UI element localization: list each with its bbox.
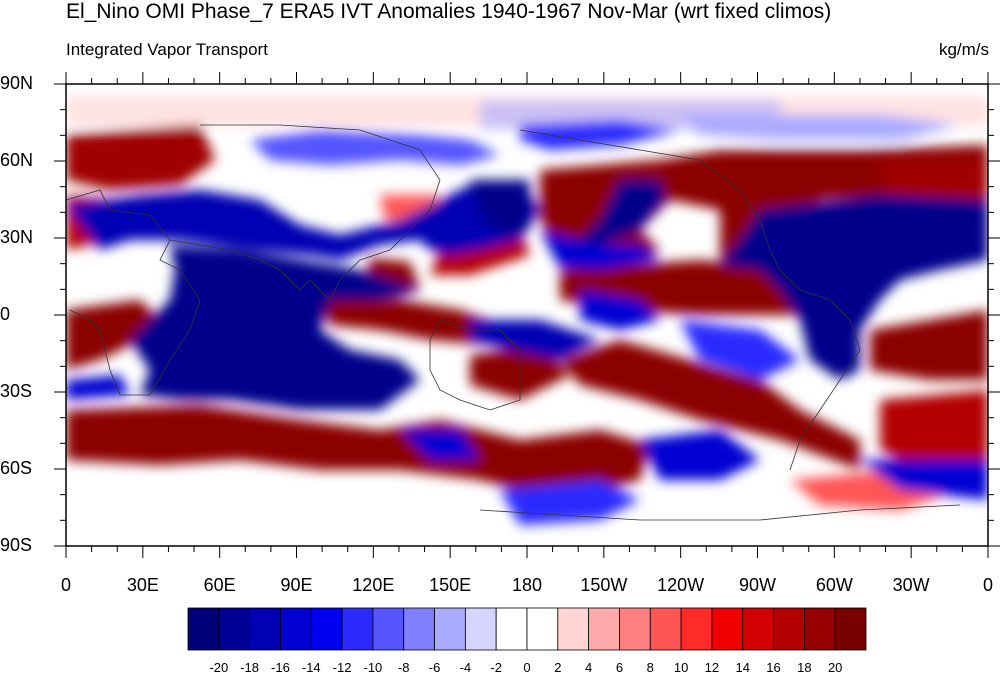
variable-name: Integrated Vapor Transport xyxy=(66,40,268,59)
lon-tick-label: 180 xyxy=(511,575,543,595)
lon-tick-label: 120E xyxy=(352,575,395,595)
colorbar-label: 6 xyxy=(615,660,624,675)
colorbar-swatch xyxy=(249,607,281,651)
colorbar-label: -8 xyxy=(397,660,410,675)
colorbar-swatch xyxy=(526,607,559,651)
colorbar-label: 0 xyxy=(523,660,531,675)
anomaly-blobs xyxy=(66,96,988,530)
colorbar-label: 18 xyxy=(797,660,812,675)
colorbar-label: 8 xyxy=(646,660,654,675)
colorbar-label: -4 xyxy=(459,660,472,675)
colorbar-swatch xyxy=(742,607,774,651)
colorbar-label: 2 xyxy=(554,660,562,675)
colorbar-swatch xyxy=(403,607,435,651)
colorbar-swatch xyxy=(341,607,374,651)
lat-tick-label: 30S xyxy=(0,381,33,401)
colorbar-swatch xyxy=(773,607,805,651)
colorbar-label: 16 xyxy=(766,660,781,675)
colorbar-label: 10 xyxy=(673,660,689,675)
colorbar-label: 14 xyxy=(735,660,750,675)
colorbar-swatch xyxy=(619,607,651,651)
colorbar-label: 20 xyxy=(827,660,843,675)
colorbar-swatch xyxy=(372,607,405,651)
colorbar-label: -18 xyxy=(240,660,260,675)
lon-tick-label: 0 xyxy=(982,575,993,595)
lon-tick-label: 120W xyxy=(657,575,705,595)
colorbar-swatch xyxy=(187,607,220,651)
colorbar-label: -16 xyxy=(271,660,290,675)
colorbar-swatch xyxy=(310,607,343,651)
colorbar xyxy=(187,607,867,651)
colorbar-label: -2 xyxy=(490,660,502,675)
colorbar-swatch xyxy=(803,607,836,651)
lat-tick-label: 60S xyxy=(0,458,33,478)
units-label: kg/m/s xyxy=(938,40,989,59)
lon-tick-label: 90E xyxy=(280,575,313,595)
colorbar-swatch xyxy=(218,607,251,651)
colorbar-swatch xyxy=(495,607,528,651)
lon-tick-label: 150E xyxy=(429,575,472,595)
coastlines xyxy=(66,124,961,521)
lon-tick-label: 30W xyxy=(892,575,930,595)
colorbar-label: 4 xyxy=(585,660,593,675)
colorbar-label: -14 xyxy=(301,660,321,675)
lon-tick-label: 150W xyxy=(580,575,628,595)
colorbar-swatch xyxy=(557,607,590,651)
colorbar-swatch xyxy=(464,607,497,651)
lat-tick-label: 60N xyxy=(0,150,34,170)
lat-tick-label: 0 xyxy=(0,304,11,324)
lat-tick-label: 90S xyxy=(0,535,33,555)
colorbar-label: -20 xyxy=(209,660,229,675)
colorbar-swatch xyxy=(280,607,312,651)
colorbar-label: -10 xyxy=(363,660,383,675)
lat-tick-label: 30N xyxy=(0,227,34,247)
lon-tick-label: 0 xyxy=(60,575,71,595)
colorbar-swatch xyxy=(834,607,867,651)
lon-tick-label: 60W xyxy=(815,575,853,595)
colorbar-swatch xyxy=(434,607,466,651)
colorbar-label: -12 xyxy=(332,660,352,675)
colorbar-swatch xyxy=(711,607,744,651)
map-field xyxy=(66,84,988,546)
lon-tick-label: 60E xyxy=(203,575,236,595)
colorbar-swatch xyxy=(680,607,713,651)
colorbar-swatch xyxy=(649,607,682,651)
colorbar-label: -6 xyxy=(428,660,441,675)
lat-tick-label: 90N xyxy=(0,73,34,93)
colorbar-label: 12 xyxy=(704,660,720,675)
map-title: El_Nino OMI Phase_7 ERA5 IVT Anomalies 1… xyxy=(66,0,832,23)
colorbar-swatch xyxy=(588,607,620,651)
lon-tick-label: 90W xyxy=(738,575,776,595)
axis-ticks xyxy=(54,72,1000,558)
lon-tick-label: 30E xyxy=(126,575,159,595)
